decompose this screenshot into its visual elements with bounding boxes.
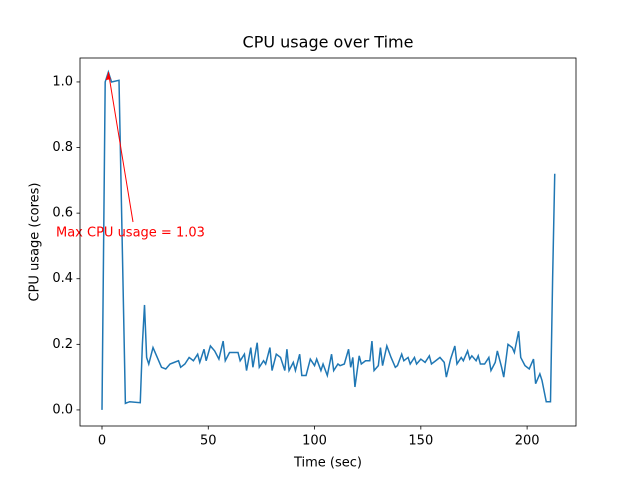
chart-title: CPU usage over Time [243,33,414,52]
y-tick-label: 0.4 [52,271,73,286]
line [101,69,556,410]
annotation: Max CPU usage = 1.03 [56,226,205,241]
y-tick-label: 0.2 [52,337,73,352]
x-tick-label: 100 [302,434,327,449]
x-tick-label: 50 [200,434,217,449]
x-tick-label: 150 [408,434,433,449]
y-tick-label: 1.0 [52,74,73,89]
plot-frame [79,57,577,427]
y-tick-label: 0.8 [52,140,73,155]
x-axis-label: Time (sec) [293,456,362,471]
x-tick-label: 0 [98,434,106,449]
y-tick-label: 0.0 [52,402,73,417]
arrow-head [105,72,111,81]
x-tick-label: 200 [515,434,540,449]
y-tick-label: 0.6 [52,206,73,221]
annotation-arrow [107,72,134,223]
y-axis-label: CPU usage (cores) [28,183,43,302]
